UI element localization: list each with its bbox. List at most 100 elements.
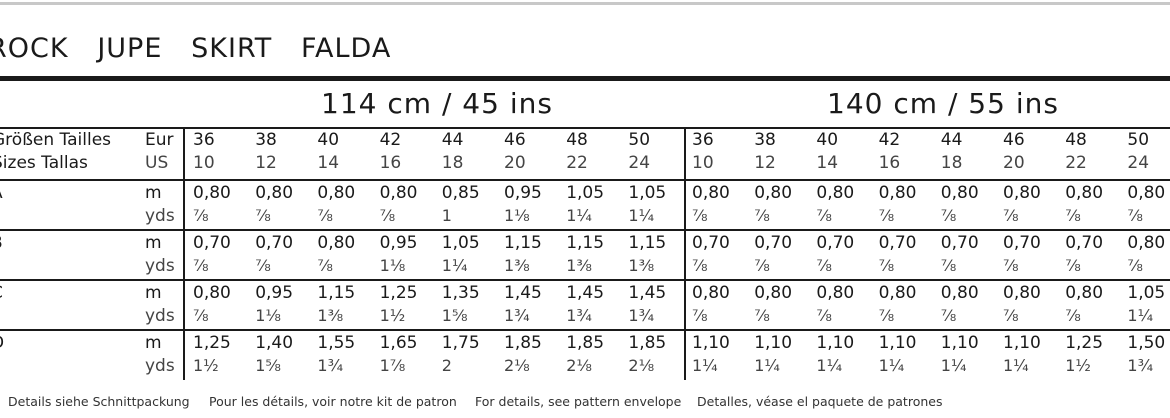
value-m: 0,80 (1003, 283, 1041, 303)
value-yds: ⅞ (754, 206, 770, 225)
size-us: 14 (317, 153, 340, 173)
value-m: 1,25 (1065, 333, 1104, 353)
value-m: 1,05 (441, 233, 480, 253)
value-m: 0,80 (692, 183, 730, 203)
value-yds: 1¼ (878, 356, 905, 375)
value-m: 0,80 (317, 233, 356, 253)
value-yds: 1⅜ (566, 256, 592, 275)
size-eur: 48 (566, 130, 588, 150)
value-yds: ⅞ (692, 256, 708, 275)
value-m: 1,10 (940, 333, 979, 353)
value-yds: ⅞ (317, 256, 333, 275)
value-yds: 1¼ (628, 206, 655, 225)
value-yds: ⅞ (193, 256, 209, 275)
size-us: 18 (940, 153, 963, 173)
column-rule (183, 128, 185, 380)
value-m: 1,15 (504, 233, 542, 253)
value-m: 0,95 (255, 283, 294, 303)
row-label: D (0, 335, 4, 352)
value-m: 0,80 (940, 183, 979, 203)
value-m: 1,55 (317, 333, 356, 353)
value-yds: 1⅜ (504, 256, 530, 275)
value-yds: ⅞ (940, 256, 957, 275)
size-us: 22 (1065, 153, 1087, 173)
value-m: 0,80 (816, 283, 855, 303)
value-yds: 1⅞ (379, 356, 406, 375)
value-m: 0,80 (193, 183, 231, 203)
unit-yds: yds (145, 206, 175, 226)
size-us: 16 (878, 153, 901, 173)
size-eur: 42 (379, 130, 402, 150)
size-us: 12 (754, 153, 776, 173)
value-m: 0,80 (940, 283, 979, 303)
value-yds: ⅞ (940, 206, 957, 225)
footer-note: For details, see pattern envelope (475, 394, 682, 409)
size-eur: 44 (940, 130, 963, 150)
value-yds: ⅞ (754, 306, 770, 325)
footer-note: Pour les détails, voir notre kit de patr… (209, 394, 457, 409)
value-m: 1,50 (1127, 333, 1166, 353)
value-m: 0,95 (504, 183, 542, 203)
value-m: 1,45 (504, 283, 542, 303)
row-label: B (0, 235, 3, 252)
value-yds: ⅞ (193, 206, 209, 225)
value-yds: 2⅛ (628, 356, 655, 375)
value-m: 0,80 (878, 283, 917, 303)
value-m: 0,70 (692, 233, 730, 253)
value-yds: ⅞ (317, 206, 333, 225)
unit-label: Eur (145, 130, 174, 150)
size-us: 12 (255, 153, 277, 173)
value-m: 1,75 (441, 333, 480, 353)
value-yds: 1⅜ (628, 256, 655, 275)
size-us: 16 (379, 153, 402, 173)
value-m: 1,10 (1003, 333, 1041, 353)
value-yds: ⅞ (692, 306, 708, 325)
row-label: A (0, 185, 3, 202)
value-yds: ⅞ (816, 256, 832, 275)
value-yds: ⅞ (1127, 206, 1143, 225)
row-rule (0, 329, 1170, 331)
width-header: 114 cm / 45 ins (321, 87, 553, 120)
value-m: 1,85 (628, 333, 667, 353)
unit-m: m (145, 233, 162, 253)
size-us: 18 (441, 153, 464, 173)
value-yds: 1⅛ (379, 256, 406, 275)
value-m: 1,05 (628, 183, 667, 203)
value-m: 0,80 (1127, 233, 1166, 253)
unit-m: m (145, 183, 162, 203)
size-eur: 46 (504, 130, 526, 150)
value-m: 1,25 (193, 333, 231, 353)
size-eur: 40 (816, 130, 839, 150)
size-eur: 36 (193, 130, 215, 150)
size-eur: 50 (1127, 130, 1150, 150)
value-m: 1,85 (566, 333, 605, 353)
value-yds: ⅞ (379, 206, 396, 225)
value-m: 0,70 (1065, 233, 1104, 253)
value-m: 1,10 (816, 333, 855, 353)
value-yds: 2 (441, 356, 452, 375)
value-yds: ⅞ (940, 306, 957, 325)
size-us: 10 (692, 153, 714, 173)
value-yds: ⅞ (193, 306, 209, 325)
value-m: 0,70 (193, 233, 231, 253)
value-yds: 1⅜ (317, 306, 344, 325)
value-m: 0,70 (940, 233, 979, 253)
unit-m: m (145, 283, 162, 303)
footer-note: Details siehe Schnittpackung (8, 394, 190, 409)
title: ROCK JUPE SKIRT FALDA (0, 33, 392, 64)
value-m: 0,80 (816, 183, 855, 203)
value-yds: 2⅛ (504, 356, 530, 375)
value-yds: 1¼ (1003, 356, 1029, 375)
value-m: 0,80 (754, 283, 793, 303)
value-yds: ⅞ (878, 306, 895, 325)
value-m: 0,85 (441, 183, 480, 203)
value-yds: 1 (441, 206, 452, 225)
value-m: 0,80 (255, 183, 294, 203)
value-yds: 1⅝ (441, 306, 468, 325)
size-us: 24 (1127, 153, 1150, 173)
row-rule (0, 229, 1170, 231)
value-yds: ⅞ (1065, 306, 1081, 325)
value-yds: 1¾ (1127, 356, 1154, 375)
value-m: 1,10 (754, 333, 793, 353)
value-yds: ⅞ (1003, 256, 1019, 275)
